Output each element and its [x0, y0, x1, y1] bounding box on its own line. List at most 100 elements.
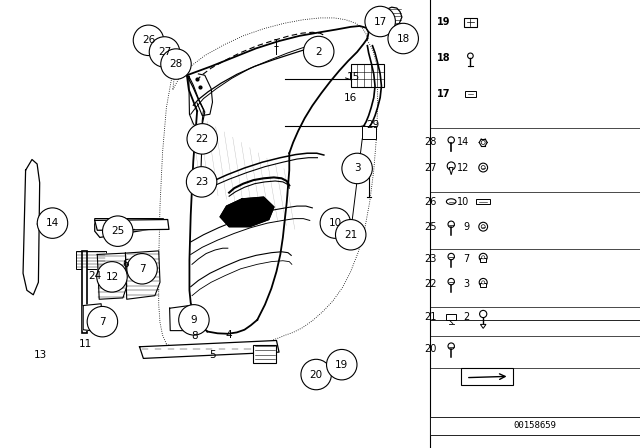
Polygon shape: [23, 159, 40, 295]
Polygon shape: [403, 28, 416, 47]
Text: 13: 13: [34, 350, 47, 360]
Circle shape: [479, 253, 487, 261]
Text: 29: 29: [366, 121, 379, 130]
Text: 2: 2: [463, 312, 470, 322]
Polygon shape: [83, 304, 102, 332]
Circle shape: [481, 141, 485, 144]
Bar: [461, 368, 513, 385]
Circle shape: [448, 221, 454, 228]
Circle shape: [335, 220, 366, 250]
Text: 10: 10: [458, 197, 470, 207]
Circle shape: [481, 256, 485, 259]
Text: 14: 14: [46, 218, 59, 228]
Circle shape: [448, 253, 454, 260]
Circle shape: [479, 310, 487, 318]
Bar: [253, 345, 276, 363]
Text: 11: 11: [79, 339, 92, 349]
Text: 19: 19: [335, 360, 348, 370]
Text: 17: 17: [374, 17, 387, 26]
Polygon shape: [449, 168, 453, 175]
Circle shape: [448, 278, 454, 285]
Circle shape: [37, 208, 68, 238]
Text: 23: 23: [195, 177, 208, 187]
Circle shape: [448, 343, 454, 349]
Bar: [82, 251, 87, 333]
Bar: [351, 64, 384, 87]
Circle shape: [301, 359, 332, 390]
Text: 9: 9: [463, 222, 470, 232]
Text: 1: 1: [273, 39, 280, 49]
Text: 9: 9: [191, 315, 197, 325]
Polygon shape: [97, 253, 127, 299]
Text: 22: 22: [196, 134, 209, 144]
Polygon shape: [95, 219, 168, 237]
Text: 20: 20: [424, 344, 436, 353]
Circle shape: [481, 281, 485, 284]
Text: 21: 21: [424, 312, 436, 322]
Bar: [464, 17, 477, 27]
Text: 10: 10: [329, 218, 342, 228]
Circle shape: [481, 166, 485, 169]
Text: 12: 12: [106, 272, 118, 282]
Text: 18: 18: [397, 34, 410, 43]
Circle shape: [448, 137, 454, 143]
Polygon shape: [476, 199, 490, 204]
Text: 3: 3: [354, 164, 360, 173]
Text: 19: 19: [437, 17, 451, 27]
Polygon shape: [125, 251, 160, 299]
Circle shape: [187, 124, 218, 154]
Text: 7: 7: [139, 264, 145, 274]
Text: 27: 27: [424, 163, 436, 172]
Polygon shape: [220, 197, 274, 227]
Circle shape: [479, 163, 488, 172]
Bar: [447, 314, 456, 320]
Bar: [362, 126, 376, 139]
Polygon shape: [189, 76, 205, 131]
Circle shape: [161, 49, 191, 79]
Bar: [480, 283, 486, 287]
Text: 26: 26: [424, 197, 436, 207]
Circle shape: [388, 23, 419, 54]
Text: 16: 16: [344, 93, 357, 103]
Text: 8: 8: [191, 331, 198, 341]
Circle shape: [149, 37, 180, 67]
Polygon shape: [170, 306, 193, 331]
Polygon shape: [140, 340, 279, 358]
Text: 25: 25: [424, 222, 436, 232]
Text: 3: 3: [463, 279, 470, 289]
Text: 28: 28: [424, 138, 436, 147]
Circle shape: [97, 262, 127, 292]
Text: 23: 23: [424, 254, 436, 264]
Circle shape: [186, 167, 217, 197]
Bar: [465, 91, 476, 97]
Text: 15: 15: [348, 72, 360, 82]
Circle shape: [342, 153, 372, 184]
Circle shape: [326, 349, 357, 380]
Text: 17: 17: [437, 89, 451, 99]
Text: 7: 7: [463, 254, 470, 264]
Text: 4: 4: [226, 330, 232, 340]
Bar: [480, 258, 486, 262]
Circle shape: [102, 216, 133, 246]
Circle shape: [320, 208, 351, 238]
Ellipse shape: [447, 199, 456, 204]
Text: 00158659: 00158659: [513, 421, 557, 430]
Circle shape: [303, 36, 334, 67]
Circle shape: [468, 53, 473, 59]
Circle shape: [133, 25, 164, 56]
Text: 27: 27: [158, 47, 171, 57]
Text: 26: 26: [142, 35, 155, 45]
Text: 2: 2: [316, 47, 322, 56]
Text: 22: 22: [424, 279, 436, 289]
Circle shape: [127, 254, 157, 284]
Circle shape: [447, 162, 455, 170]
Text: 5: 5: [209, 350, 216, 360]
Circle shape: [365, 6, 396, 37]
Text: 6: 6: [122, 259, 129, 269]
Text: 21: 21: [344, 230, 357, 240]
Text: 18: 18: [436, 53, 451, 63]
Text: 12: 12: [457, 163, 470, 172]
Circle shape: [87, 306, 118, 337]
Circle shape: [179, 305, 209, 335]
Text: 14: 14: [458, 138, 470, 147]
